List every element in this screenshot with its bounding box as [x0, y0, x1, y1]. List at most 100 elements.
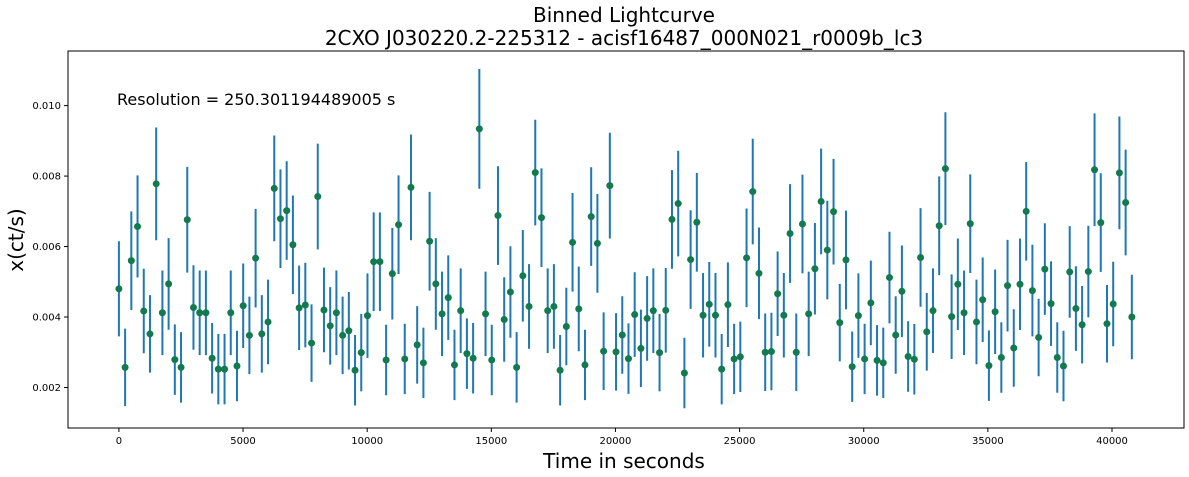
data-point	[488, 356, 496, 364]
data-point	[649, 307, 657, 315]
data-point	[612, 348, 620, 356]
data-point	[227, 309, 235, 317]
data-point	[1109, 300, 1117, 308]
data-point	[811, 265, 819, 273]
data-point	[127, 257, 135, 265]
y-axis-label: x(ct/s)	[4, 208, 28, 271]
data-point	[146, 330, 154, 338]
data-point	[450, 361, 458, 369]
data-point	[264, 318, 272, 326]
data-point	[152, 180, 160, 188]
x-tick-label: 10000	[351, 436, 383, 447]
data-point	[767, 348, 775, 356]
y-tick-label: 0.004	[32, 313, 61, 324]
x-axis-label: Time in seconds	[542, 449, 705, 473]
data-point	[699, 311, 707, 319]
data-point	[761, 348, 769, 356]
data-point	[525, 302, 533, 310]
data-point	[320, 306, 328, 314]
data-point	[917, 253, 925, 261]
data-point	[985, 362, 993, 370]
data-point	[861, 355, 869, 363]
data-point	[1010, 344, 1018, 352]
data-point	[966, 220, 974, 228]
data-point	[289, 241, 297, 249]
data-point	[892, 331, 900, 339]
data-point	[1047, 300, 1055, 308]
data-point	[1041, 265, 1049, 273]
data-point	[214, 365, 222, 373]
data-point	[1053, 354, 1061, 362]
data-point	[1091, 166, 1099, 174]
data-point	[469, 354, 477, 362]
data-point	[339, 331, 347, 339]
data-point	[171, 356, 179, 364]
data-point	[432, 280, 440, 288]
data-point	[482, 310, 490, 318]
data-point	[575, 305, 583, 313]
data-point	[308, 339, 316, 347]
data-point	[606, 182, 614, 190]
data-point	[935, 222, 943, 230]
data-point	[674, 200, 682, 208]
data-point	[979, 296, 987, 304]
data-point	[817, 197, 825, 205]
data-point	[562, 323, 570, 331]
data-point	[631, 311, 639, 319]
data-point	[382, 356, 390, 364]
data-point	[587, 213, 595, 221]
data-point	[873, 356, 881, 364]
x-tick-label: 0	[116, 436, 122, 447]
data-point	[189, 304, 197, 312]
data-point	[531, 169, 539, 177]
data-point	[941, 165, 949, 173]
data-point	[960, 309, 968, 317]
data-point	[923, 328, 931, 336]
data-point	[718, 365, 726, 373]
data-point	[749, 188, 757, 196]
data-point	[854, 312, 862, 320]
data-point	[798, 220, 806, 228]
data-point	[513, 363, 521, 371]
y-axis-ticks: 0.002 0.004 0.006 0.008 0.010	[32, 101, 68, 394]
data-point	[1084, 268, 1092, 276]
data-point	[475, 125, 483, 133]
data-point	[836, 319, 844, 327]
data-point	[444, 294, 452, 302]
data-point	[1072, 305, 1080, 313]
data-point	[910, 355, 918, 363]
marker-group	[115, 125, 1136, 377]
data-point	[245, 331, 253, 339]
data-point	[208, 354, 216, 362]
data-point	[680, 369, 688, 377]
data-point	[395, 221, 403, 229]
data-point	[457, 307, 465, 315]
data-point	[196, 309, 204, 317]
data-point	[1022, 207, 1030, 215]
data-point	[1103, 320, 1111, 328]
x-tick-label: 5000	[230, 436, 255, 447]
data-point	[885, 274, 893, 282]
data-point	[370, 258, 378, 266]
data-point	[948, 313, 956, 321]
data-point	[332, 309, 340, 317]
data-point	[177, 363, 185, 371]
data-point	[326, 322, 334, 330]
data-point	[867, 299, 875, 307]
data-point	[600, 347, 608, 355]
data-point	[258, 330, 266, 338]
data-point	[593, 239, 601, 247]
data-point	[121, 363, 129, 371]
data-point	[115, 285, 123, 293]
data-point	[419, 359, 427, 367]
data-point	[426, 237, 434, 245]
data-point	[656, 349, 664, 357]
x-axis-ticks: 0 5000 10000 15000 20000 25000 30000 35000 40000	[116, 428, 1128, 447]
x-tick-label: 35000	[972, 436, 1004, 447]
data-point	[183, 216, 191, 224]
data-point	[401, 355, 409, 363]
data-point	[388, 270, 396, 278]
data-point	[724, 301, 732, 309]
